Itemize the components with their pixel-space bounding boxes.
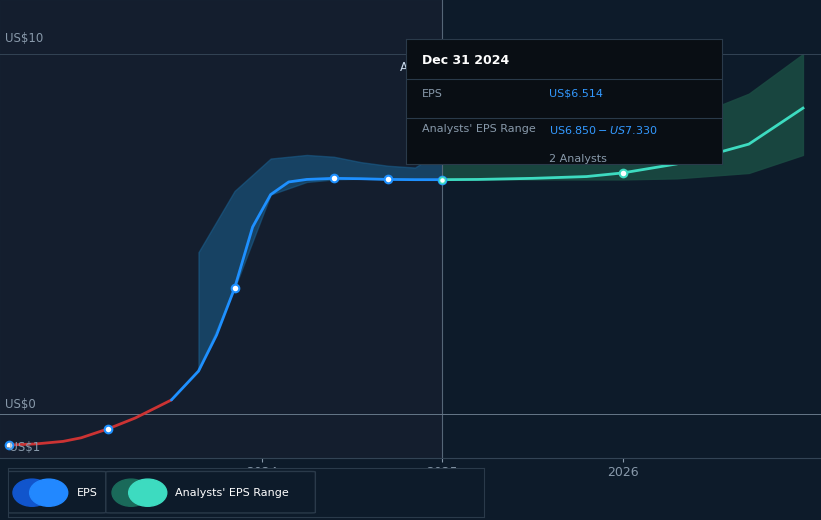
Text: US$6.850 - US$7.330: US$6.850 - US$7.330 — [548, 124, 658, 136]
FancyBboxPatch shape — [106, 472, 315, 513]
Text: EPS: EPS — [422, 89, 443, 99]
Text: Dec 31 2024: Dec 31 2024 — [422, 54, 510, 67]
Ellipse shape — [112, 479, 150, 506]
Text: Analysts' EPS Range: Analysts' EPS Range — [422, 124, 536, 134]
FancyBboxPatch shape — [6, 472, 106, 513]
Point — [435, 146, 448, 154]
Point — [328, 174, 341, 183]
Ellipse shape — [129, 479, 167, 506]
Text: 2 Analysts: 2 Analysts — [548, 154, 607, 164]
Text: EPS: EPS — [77, 488, 99, 498]
Text: Analysts' EPS Range: Analysts' EPS Range — [175, 488, 289, 498]
Bar — [0, 0, 442, 458]
Text: US$10: US$10 — [6, 32, 44, 45]
Text: US$0: US$0 — [6, 398, 36, 411]
Text: Analysts Forecasts: Analysts Forecasts — [451, 61, 561, 74]
Point — [616, 169, 629, 177]
Point — [228, 284, 241, 292]
Point — [102, 425, 115, 433]
Text: Actual: Actual — [400, 61, 437, 74]
Text: -US$1: -US$1 — [6, 441, 41, 454]
Point — [435, 175, 448, 184]
Ellipse shape — [30, 479, 68, 506]
Text: US$6.514: US$6.514 — [548, 89, 603, 99]
Point — [435, 175, 448, 184]
Point — [382, 175, 395, 184]
Point — [2, 441, 16, 449]
Ellipse shape — [13, 479, 51, 506]
